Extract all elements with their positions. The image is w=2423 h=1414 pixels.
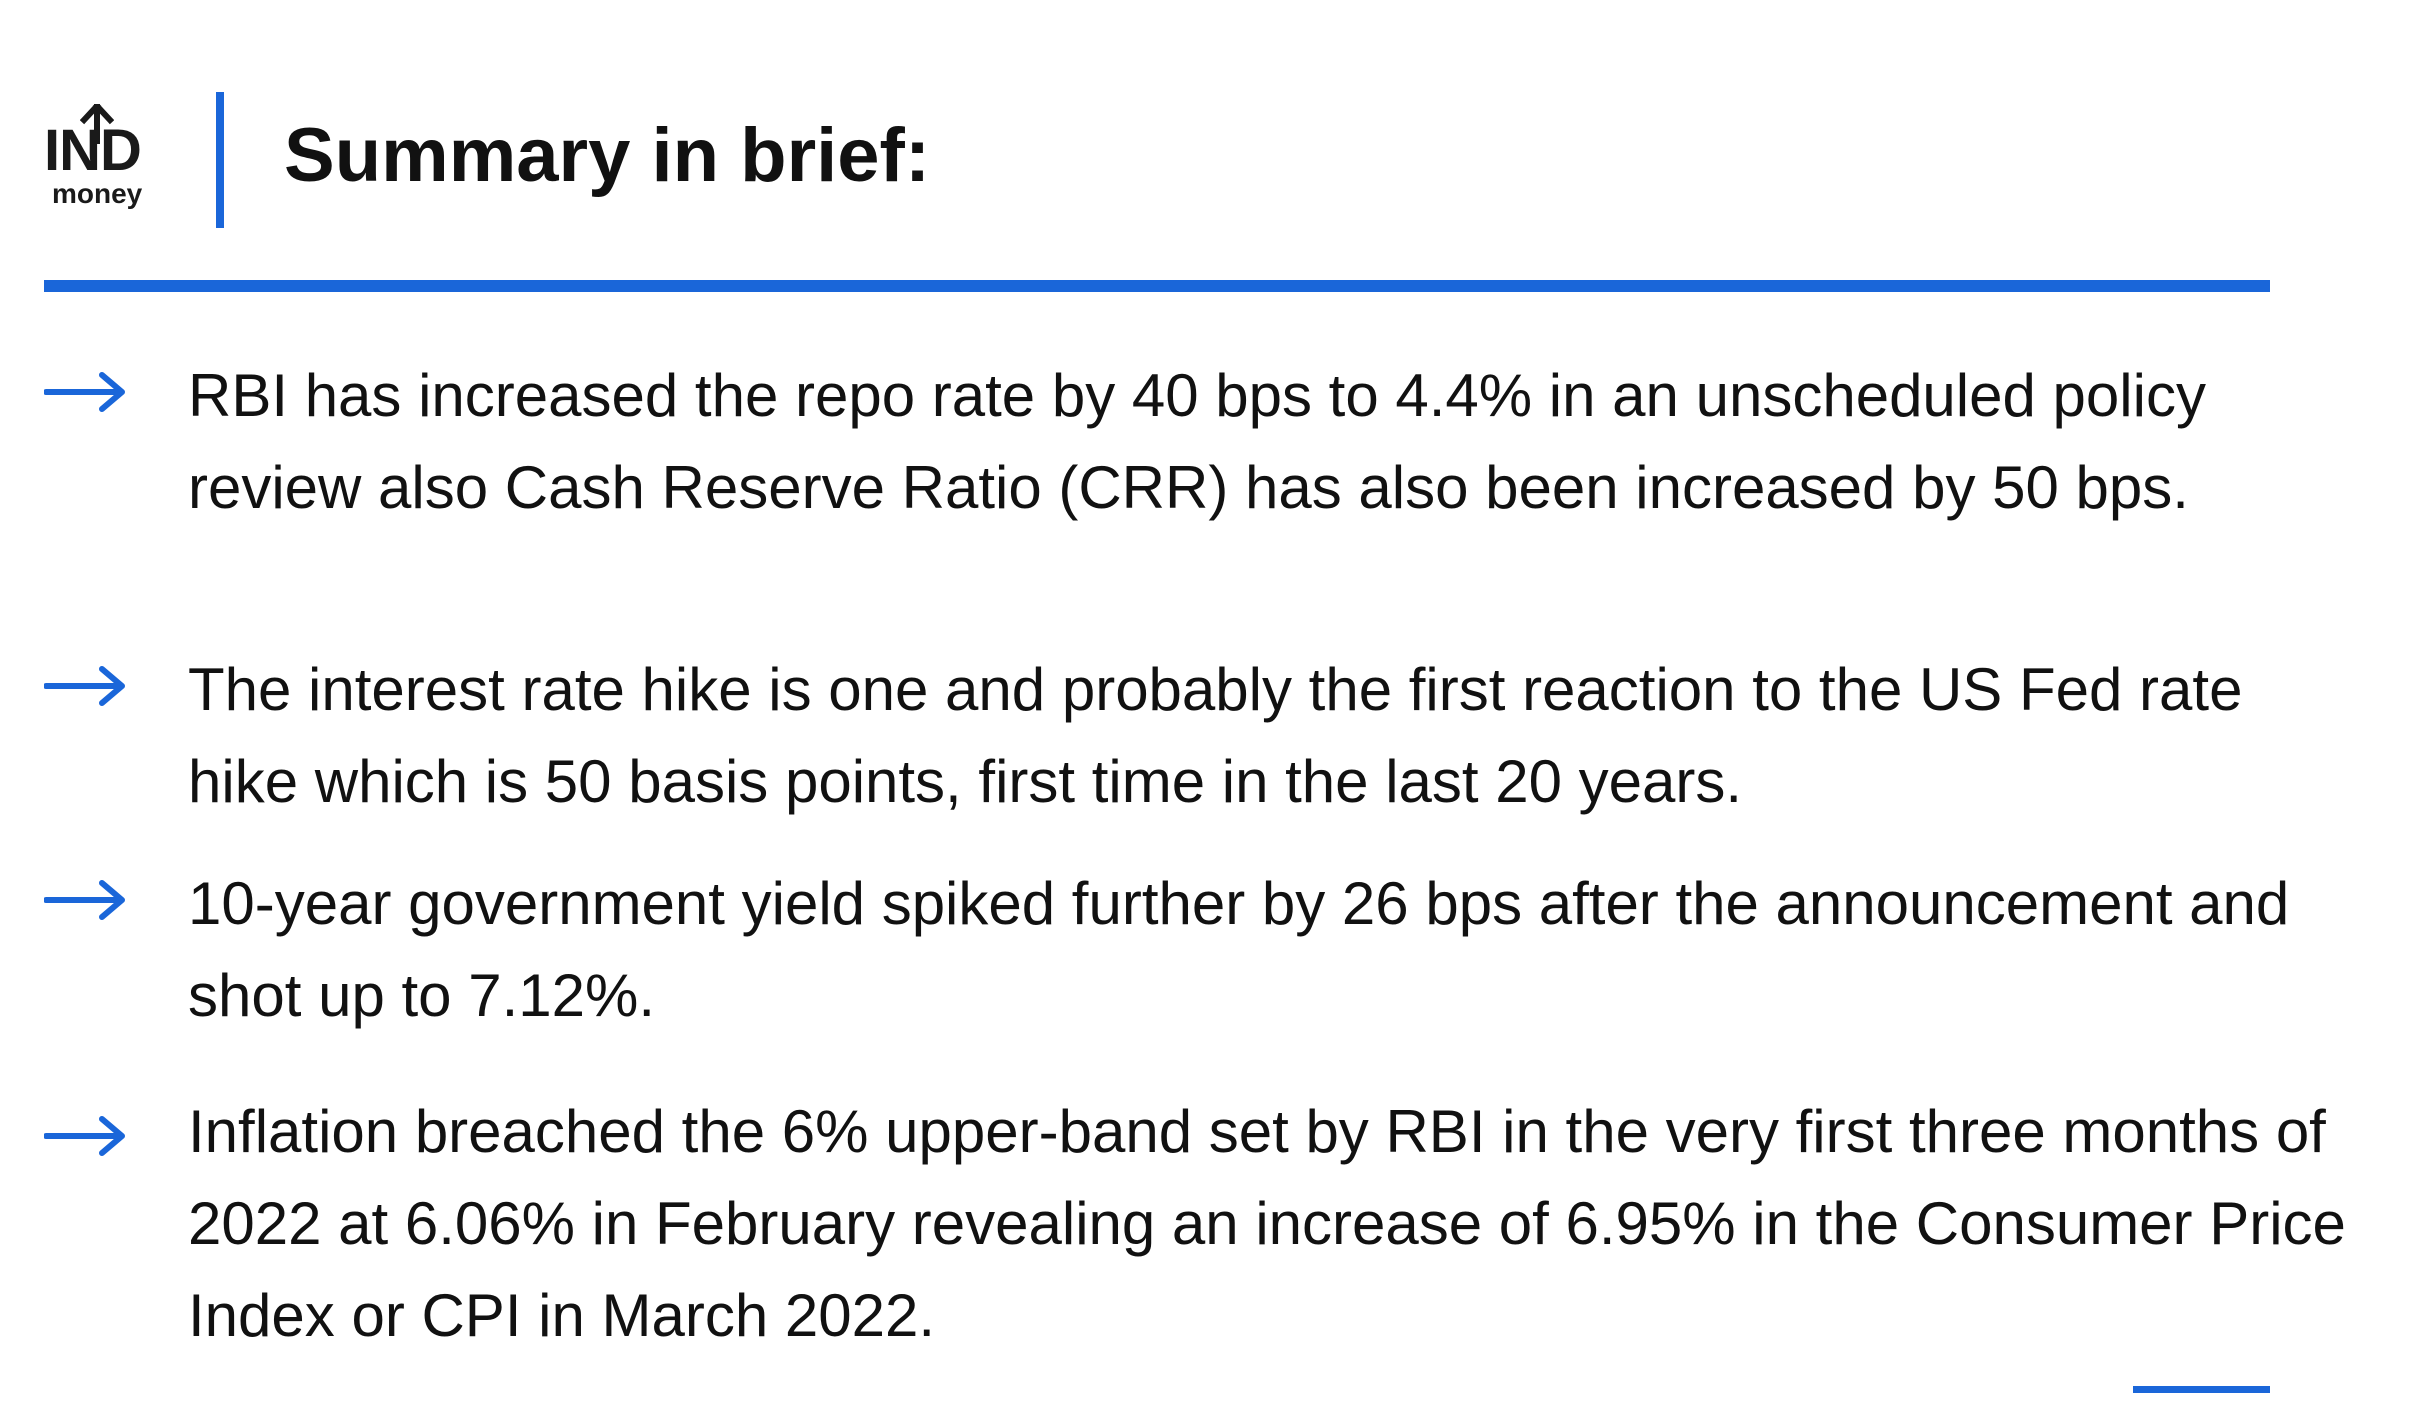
logo-wordmark: IND bbox=[44, 118, 142, 183]
page-title: Summary in brief: bbox=[284, 113, 931, 198]
arrow-right-icon bbox=[44, 666, 125, 706]
header-rule bbox=[44, 280, 2270, 292]
footer-rule bbox=[2133, 1386, 2270, 1393]
arrow-right-icon bbox=[44, 372, 125, 412]
header-divider bbox=[216, 92, 224, 228]
bullet-text: 10-year government yield spiked further … bbox=[188, 870, 2290, 1029]
bullet-text: Inflation breached the 6% upper-band set… bbox=[188, 1098, 2346, 1349]
bullet-text: RBI has increased the repo rate by 40 bp… bbox=[188, 362, 2206, 521]
logo-subtext: money bbox=[52, 178, 143, 209]
arrow-right-icon bbox=[44, 1116, 125, 1156]
arrow-right-icon bbox=[44, 880, 125, 920]
bullet-text: The interest rate hike is one and probab… bbox=[188, 656, 2243, 815]
logo-up-arrow-icon bbox=[80, 104, 114, 144]
indmoney-logo: IND money bbox=[44, 104, 156, 214]
